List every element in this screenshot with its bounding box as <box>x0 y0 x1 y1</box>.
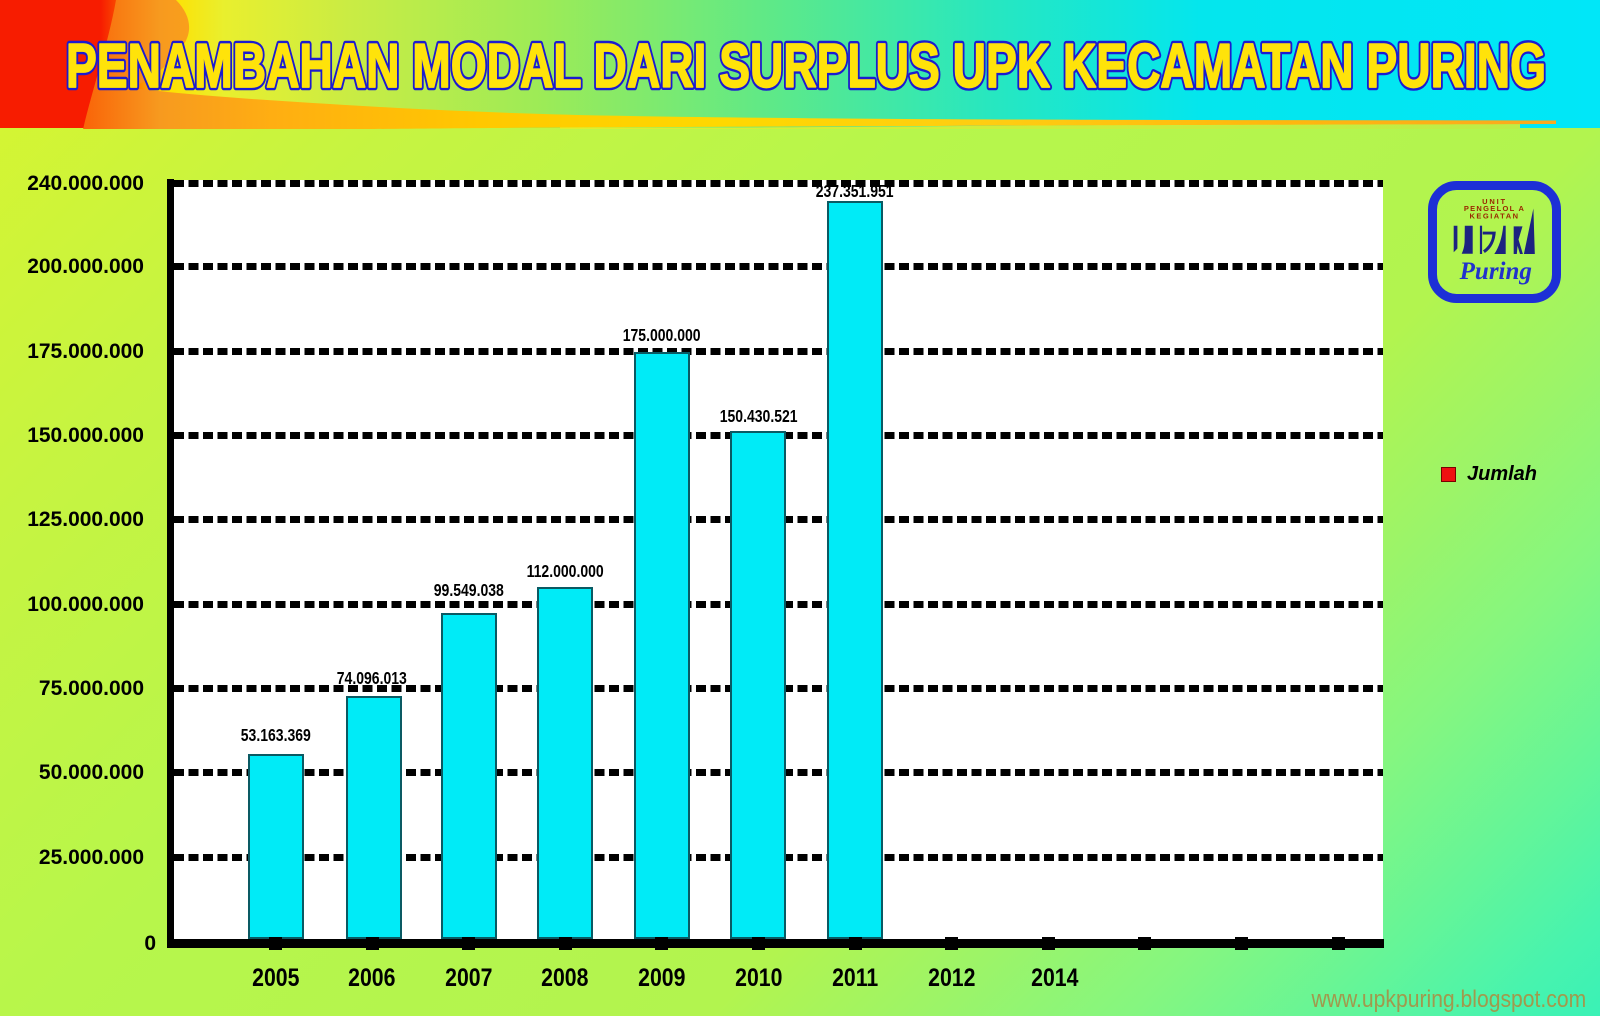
svg-text:KEGIATAN: KEGIATAN <box>1469 212 1519 221</box>
svg-text:PENAMBAHAN MODAL DARI SURPLUS: PENAMBAHAN MODAL DARI SURPLUS UPK KECAMA… <box>66 32 1546 101</box>
svg-text:UNIT: UNIT <box>1482 197 1507 206</box>
svg-text:PENAMBAHAN MODAL DARI SURPLUS: PENAMBAHAN MODAL DARI SURPLUS UPK KECAMA… <box>66 32 1546 101</box>
svg-text:PENGELOL A: PENGELOL A <box>1464 204 1525 213</box>
svg-text:Puring: Puring <box>1459 258 1532 285</box>
